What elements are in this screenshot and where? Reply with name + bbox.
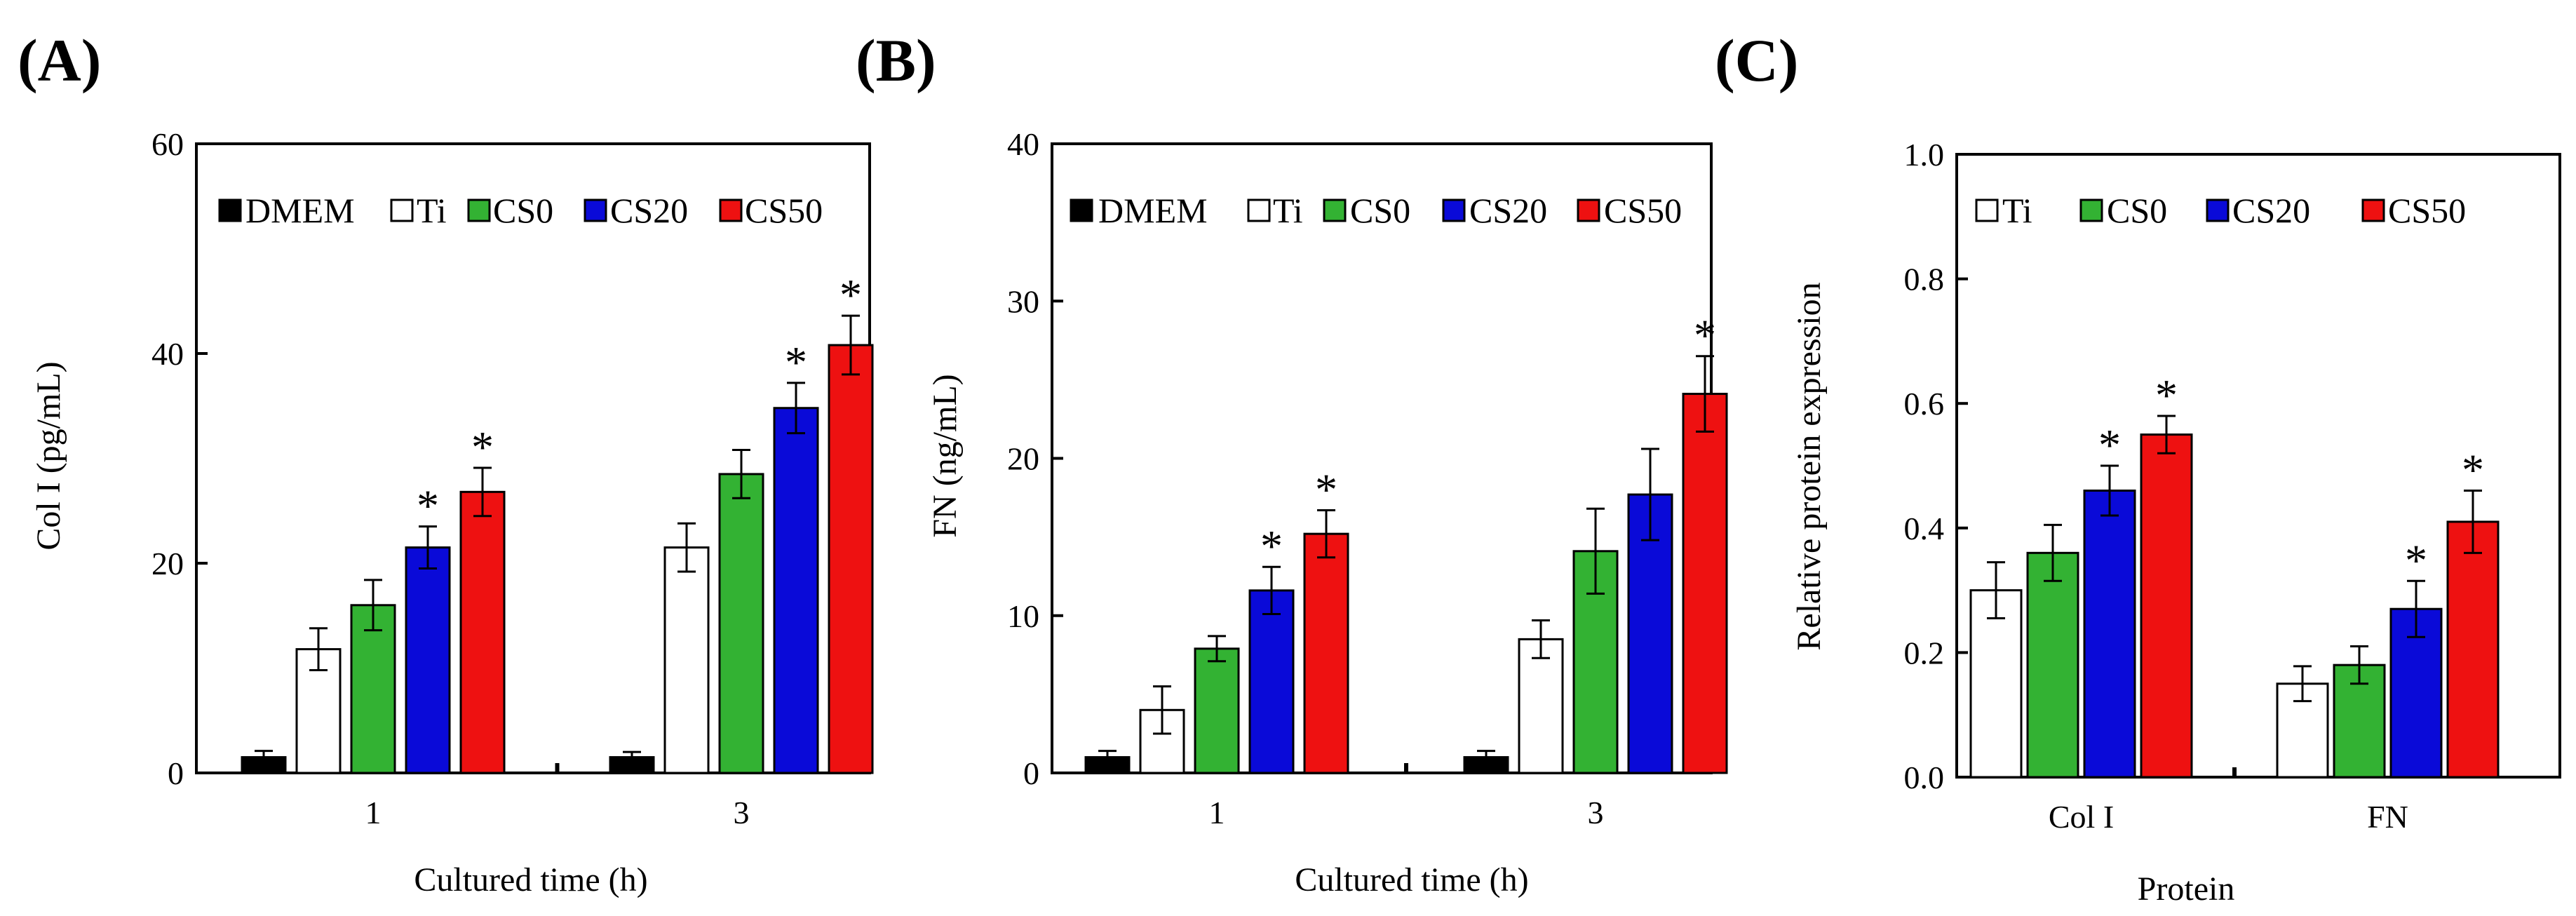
panel-c-label: (C) [1715,27,1798,94]
legend-swatch-cs20 [1442,198,1466,222]
legend-swatch-cs20 [584,198,607,222]
significance-marker: * [471,422,494,472]
legend-label-cs20: CS20 [1469,191,1547,230]
y-tick-label: 0.4 [1904,511,1945,546]
legend-swatch-dmem [1070,198,1093,222]
x-tick-label: 1 [1209,795,1225,830]
bar-cs20 [2083,490,2136,779]
legend-label-cs20: CS20 [2232,191,2310,230]
y-tick-label: 0 [168,755,184,791]
significance-marker: * [1260,521,1283,571]
bar-cs0 [718,473,764,774]
legend-label-cs20: CS20 [610,191,688,230]
panel-c-legend: Ti CS0 CS20 CS50 [1975,191,2466,230]
y-tick-label: 20 [151,546,184,581]
y-tick-label: 30 [1007,283,1039,319]
y-tick-label: 0.6 [1904,386,1945,422]
legend-label-cs50: CS50 [1604,191,1682,230]
y-tick-label: 10 [1007,598,1039,634]
legend-label-dmem: DMEM [245,191,355,230]
plot-frame [1955,153,2561,779]
legend-swatch-cs50 [1577,198,1600,222]
significance-marker: * [1694,311,1716,361]
legend-swatch-cs20 [2206,198,2230,222]
legend-swatch-ti [390,198,414,222]
y-tick-label: 40 [151,336,184,372]
legend-swatch-cs50 [2361,198,2385,222]
panel-c: (C) Relative protein expression Protein … [1715,27,2561,908]
panel-b-y-axis-title: FN (ng/mL) [926,374,964,537]
y-tick-label: 0.8 [1904,262,1945,297]
legend-label-ti: Ti [2002,191,2032,230]
x-tick-label: 3 [734,795,750,830]
bar-ti [1518,638,1564,774]
panel-a-legend: DMEM Ti CS0 CS20 CS50 [218,191,823,230]
bar-cs20 [405,546,451,774]
panel-a-label: (A) [18,27,101,94]
legend-label-ti: Ti [1273,191,1303,230]
bar-cs50 [828,344,874,774]
y-tick-label: 60 [151,126,184,162]
panel-a-x-axis-title: Cultured time (h) [414,861,647,898]
y-tick-label: 0 [1023,755,1039,791]
bar-cs0 [1194,647,1240,774]
x-tick-label: 1 [365,795,382,830]
x-tick-label: Col I [2049,799,2114,835]
legend-label-cs0: CS0 [2107,191,2167,230]
significance-marker: * [2405,535,2427,585]
panel-b-x-axis-title: Cultured time (h) [1295,861,1528,898]
bar-cs50 [1303,532,1349,774]
bar-cs20 [773,407,819,774]
bar-cs50 [459,490,506,774]
legend-swatch-cs0 [467,198,491,222]
y-tick-label: 0.2 [1904,635,1945,671]
bar-cs0 [350,604,396,774]
legend-swatch-cs50 [719,198,743,222]
legend-swatch-ti [1247,198,1271,222]
panel-a-y-axis-title: Col I (pg/mL) [30,361,67,550]
significance-marker: * [785,337,807,387]
panel-b: (B) FN (ng/mL) Cultured time (h) DMEM Ti… [856,27,1728,898]
legend-label-cs50: CS50 [745,191,823,230]
legend-label-cs50: CS50 [2388,191,2466,230]
bar-cs20 [1248,589,1295,774]
y-tick-label: 0.0 [1904,760,1945,795]
legend-swatch-dmem [218,198,242,222]
panel-b-label: (B) [856,27,936,94]
x-tick-label: 3 [1588,795,1604,830]
legend-label-cs0: CS0 [1350,191,1410,230]
bar-cs50 [1682,393,1728,774]
significance-marker: * [839,270,862,320]
legend-swatch-cs0 [2079,198,2103,222]
legend-label-dmem: DMEM [1098,191,1208,230]
legend-label-ti: Ti [417,191,447,230]
legend-label-cs0: CS0 [493,191,553,230]
panel-c-y-axis-title: Relative protein expression [1791,282,1828,650]
significance-marker: * [2155,370,2178,420]
panel-b-legend: DMEM Ti CS0 CS20 CS50 [1070,191,1682,230]
significance-marker: * [417,481,439,531]
bar-cs0 [2026,551,2079,779]
bar-cs50 [2140,433,2193,779]
x-tick-label: FN [2367,799,2408,835]
y-tick-label: 40 [1007,126,1039,162]
panel-c-x-axis-title: Protein [2138,870,2235,908]
panel-a: (A) Col I (pg/mL) Cultured time (h) DMEM… [18,27,874,898]
bar-cs50 [2446,520,2500,779]
significance-marker: * [1315,465,1337,515]
significance-marker: * [2098,420,2121,470]
y-tick-label: 1.0 [1904,137,1945,173]
legend-swatch-ti [1975,198,1999,222]
bar-ti [663,546,710,774]
legend-swatch-cs0 [1323,198,1347,222]
significance-marker: * [2462,445,2484,495]
y-tick-label: 20 [1007,441,1039,477]
